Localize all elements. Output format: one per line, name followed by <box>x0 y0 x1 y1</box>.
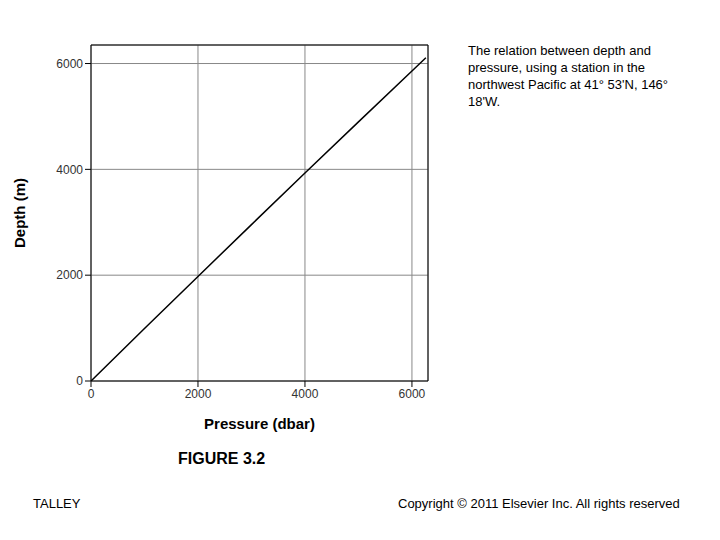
svg-text:Depth (m): Depth (m) <box>11 178 28 248</box>
svg-text:0: 0 <box>76 374 83 388</box>
svg-text:0: 0 <box>88 387 95 401</box>
svg-text:2000: 2000 <box>56 268 83 282</box>
html-text:FIGURE 3.2: FIGURE 3.2 <box>178 450 266 467</box>
svg-text:2000: 2000 <box>185 387 212 401</box>
html-text:Copyright © 2011 Elsevier Inc.: Copyright © 2011 Elsevier Inc. All right… <box>398 496 680 511</box>
svg-text:4000: 4000 <box>56 163 83 177</box>
html-text:TALLEY: TALLEY <box>33 496 81 511</box>
svg-text:6000: 6000 <box>56 57 83 71</box>
svg-text:Pressure (dbar): Pressure (dbar) <box>204 415 315 432</box>
html-text:The relation between depth and: The relation between depth and pressure,… <box>468 43 668 109</box>
svg-text:6000: 6000 <box>399 387 426 401</box>
svg-text:4000: 4000 <box>292 387 319 401</box>
